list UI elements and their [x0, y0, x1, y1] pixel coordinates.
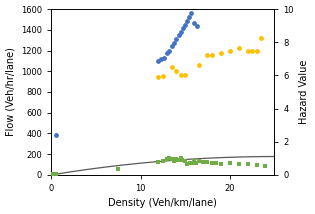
Point [186, 16, 191, 19]
Point [254, 49, 259, 52]
Point [167, 49, 172, 52]
Point [245, 163, 250, 166]
Point [174, 157, 179, 160]
Point [196, 63, 201, 67]
Point [178, 74, 183, 77]
Point [227, 161, 232, 165]
Point [169, 45, 174, 48]
Point [245, 49, 250, 52]
Point [161, 56, 166, 59]
Point [187, 161, 192, 165]
Point [165, 158, 170, 161]
Point [156, 76, 161, 79]
Point [181, 26, 186, 29]
Point [169, 65, 174, 69]
Point [169, 157, 174, 160]
Point [218, 163, 223, 166]
Point [214, 162, 219, 165]
Point [218, 51, 223, 54]
Point [174, 37, 179, 41]
Point [180, 158, 185, 162]
Point [53, 134, 58, 137]
Point [183, 74, 188, 77]
Point [249, 49, 255, 52]
Point [192, 21, 197, 24]
Point [258, 36, 263, 40]
Point [50, 173, 55, 176]
Point [205, 161, 210, 164]
Point [209, 53, 215, 56]
Point [158, 57, 163, 61]
Point [184, 20, 189, 23]
Point [263, 164, 268, 167]
Point [156, 59, 161, 62]
Point [227, 49, 232, 52]
Point [236, 47, 241, 50]
Point [160, 75, 165, 78]
Point [194, 24, 199, 27]
Point [205, 53, 210, 56]
Point [189, 12, 194, 15]
Point [190, 162, 195, 165]
Point [196, 160, 201, 163]
Point [192, 160, 197, 163]
Y-axis label: Flow (Veh/hr/lane): Flow (Veh/hr/lane) [6, 48, 15, 136]
Point [116, 167, 121, 171]
Point [209, 161, 215, 165]
Point [236, 162, 241, 166]
Point [200, 161, 205, 164]
Point [156, 161, 161, 164]
Point [178, 30, 183, 34]
Point [183, 160, 188, 163]
Point [53, 172, 58, 175]
Point [174, 70, 179, 73]
Y-axis label: Hazard Value: Hazard Value [300, 60, 309, 124]
Point [178, 157, 183, 160]
Point [167, 157, 172, 160]
Point [183, 23, 188, 26]
Point [172, 42, 177, 45]
Point [171, 160, 176, 163]
Point [175, 159, 180, 162]
X-axis label: Density (Veh/km/lane): Density (Veh/km/lane) [108, 198, 217, 208]
Point [193, 161, 198, 165]
Point [184, 163, 189, 166]
Point [165, 51, 170, 54]
Point [160, 159, 165, 162]
Point [176, 33, 181, 37]
Point [254, 163, 259, 167]
